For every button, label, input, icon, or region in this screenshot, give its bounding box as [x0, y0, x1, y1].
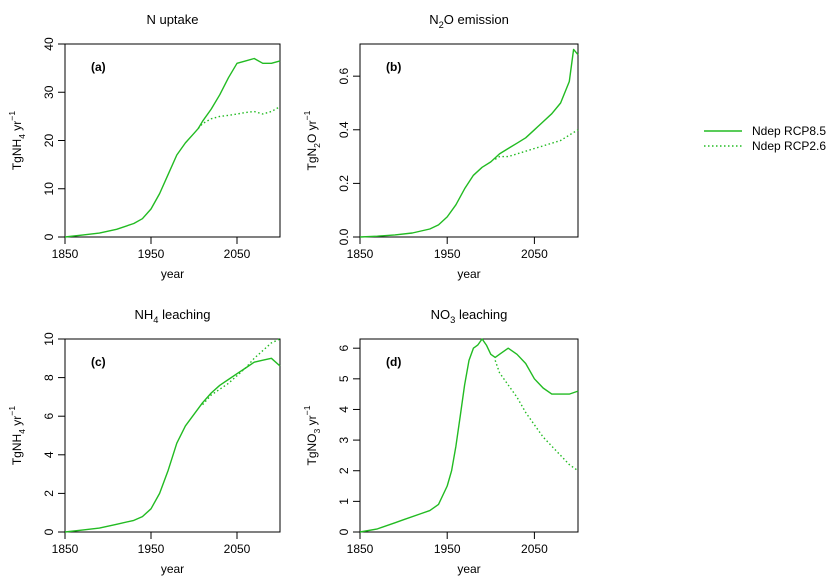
x-tick-label: 2050	[521, 542, 548, 556]
x-tick-label: 1950	[138, 542, 165, 556]
panel-label: (c)	[91, 355, 106, 369]
chart-title: NH4 leaching	[134, 307, 210, 325]
series-line-rcp26	[494, 360, 579, 472]
legend-label: Ndep RCP2.6	[752, 139, 826, 153]
y-axis-label: TgNH4 yr−1	[7, 111, 27, 171]
y-tick-label: 10	[42, 332, 56, 346]
y-tick-label: 20	[42, 134, 56, 148]
y-tick-label: 0	[337, 528, 351, 535]
series-line-rcp85	[64, 357, 281, 533]
panel-label: (a)	[91, 60, 106, 74]
legend-label: Ndep RCP8.5	[752, 124, 826, 138]
y-tick-label: 3	[337, 436, 351, 443]
y-tick-label: 4	[337, 406, 351, 413]
x-axis-label: year	[457, 267, 480, 281]
panel-2: N2O emission (b) 1850 1950 2050 year 0.0 0.2 0.4…	[302, 12, 579, 281]
y-tick-label: 8	[42, 374, 56, 381]
x-tick-label: 1950	[434, 247, 461, 261]
y-tick-label: 10	[42, 182, 56, 196]
panel-3: NH4 leaching (c) 1850 1950 2050 year 0 2 4 6 8 10 Tg…	[7, 307, 281, 576]
y-tick-label: 6	[337, 345, 351, 352]
y-tick-label: 0.4	[337, 121, 351, 138]
x-tick-label: 2050	[224, 542, 251, 556]
panel-label: (b)	[386, 60, 401, 74]
panel-1: N uptake (a) 1850 1950 2050 year 0 10 20 30 40 TgNH…	[7, 12, 281, 281]
series-line-rcp85	[359, 48, 579, 238]
chart-title: NO3 leaching	[431, 307, 508, 325]
series-line-rcp26	[197, 106, 281, 129]
y-axis-label: TgNO3 yr−1	[302, 405, 322, 465]
x-axis-label: year	[457, 562, 480, 576]
y-tick-label: 1	[337, 498, 351, 505]
chart-title: N2O emission	[429, 12, 509, 30]
x-tick-label: 1850	[347, 247, 374, 261]
y-tick-label: 0.6	[337, 68, 351, 85]
y-tick-label: 40	[42, 37, 56, 51]
series-line-rcp26	[494, 129, 579, 160]
y-axis-label: TgN2O yr−1	[302, 110, 322, 170]
plot-frame	[359, 338, 579, 533]
series-line-rcp85	[64, 57, 281, 238]
y-tick-label: 4	[42, 451, 56, 458]
y-tick-label: 0	[42, 528, 56, 535]
x-tick-label: 1850	[52, 542, 79, 556]
series-line-rcp85	[359, 338, 579, 533]
y-tick-label: 5	[337, 375, 351, 382]
y-tick-label: 0.0	[337, 228, 351, 245]
x-axis-label: year	[161, 562, 184, 576]
x-tick-label: 2050	[224, 247, 251, 261]
y-tick-label: 6	[42, 413, 56, 420]
x-axis-label: year	[161, 267, 184, 281]
y-tick-label: 0	[42, 233, 56, 240]
y-axis-label: TgNH4 yr−1	[7, 406, 27, 466]
y-tick-label: 0.2	[337, 175, 351, 192]
x-tick-label: 1850	[347, 542, 374, 556]
plot-frame	[359, 43, 579, 238]
plot-frame	[64, 338, 281, 533]
series-line-rcp26	[202, 338, 281, 406]
chart-title: N uptake	[146, 12, 198, 27]
x-tick-label: 2050	[521, 247, 548, 261]
panel-label: (d)	[386, 355, 401, 369]
x-tick-label: 1950	[434, 542, 461, 556]
y-tick-label: 2	[42, 490, 56, 497]
y-tick-label: 2	[337, 467, 351, 474]
panel-4: NO3 leaching (d) 1850 1950 2050 year 0 1 2 3 4 5 6 Tg…	[302, 307, 579, 576]
x-tick-label: 1950	[138, 247, 165, 261]
x-tick-label: 1850	[52, 247, 79, 261]
y-tick-label: 30	[42, 85, 56, 99]
